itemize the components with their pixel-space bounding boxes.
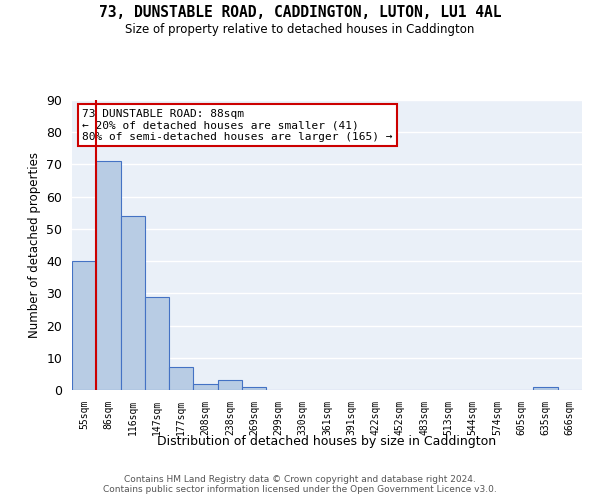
- Text: Size of property relative to detached houses in Caddington: Size of property relative to detached ho…: [125, 22, 475, 36]
- Text: Distribution of detached houses by size in Caddington: Distribution of detached houses by size …: [157, 435, 497, 448]
- Bar: [72, 261, 96, 390]
- Text: Contains HM Land Registry data © Crown copyright and database right 2024.: Contains HM Land Registry data © Crown c…: [124, 475, 476, 484]
- Bar: [121, 216, 145, 390]
- Bar: [96, 161, 121, 390]
- Text: 73 DUNSTABLE ROAD: 88sqm
← 20% of detached houses are smaller (41)
80% of semi-d: 73 DUNSTABLE ROAD: 88sqm ← 20% of detach…: [82, 108, 392, 142]
- Bar: [218, 380, 242, 390]
- Bar: [169, 368, 193, 390]
- Text: Contains public sector information licensed under the Open Government Licence v3: Contains public sector information licen…: [103, 485, 497, 494]
- Bar: [145, 296, 169, 390]
- Bar: [193, 384, 218, 390]
- Y-axis label: Number of detached properties: Number of detached properties: [28, 152, 41, 338]
- Bar: [242, 387, 266, 390]
- Bar: [533, 387, 558, 390]
- Text: 73, DUNSTABLE ROAD, CADDINGTON, LUTON, LU1 4AL: 73, DUNSTABLE ROAD, CADDINGTON, LUTON, L…: [99, 5, 501, 20]
